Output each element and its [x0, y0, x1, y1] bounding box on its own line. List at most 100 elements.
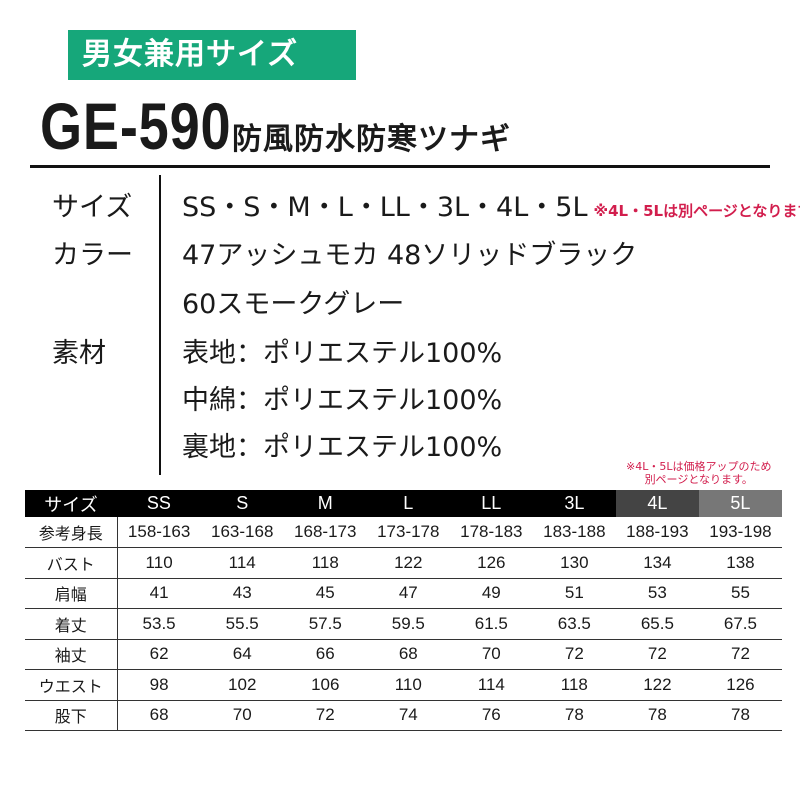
- header-cell: LL: [449, 490, 533, 517]
- table-cell: 61.5: [449, 608, 533, 640]
- header-cell: 5L: [698, 490, 782, 517]
- table-cell: 126: [449, 547, 533, 579]
- table-cell: 78: [698, 700, 782, 731]
- table-cell: 55.5: [200, 608, 284, 640]
- table-cell: 53.5: [117, 608, 201, 640]
- size-table: サイズ SS S M L LL 3L 4L 5L 参考身長 158-163 163-168 168-1…: [25, 490, 782, 731]
- table-cell: 72: [283, 700, 367, 731]
- table-cell: 72: [698, 639, 782, 670]
- table-cell: 110: [366, 669, 450, 701]
- header-cell: L: [366, 490, 450, 517]
- table-cell: 118: [283, 547, 367, 579]
- table-cell: 68: [366, 639, 450, 670]
- table-cell: 183-188: [532, 517, 616, 548]
- size-label: サイズ: [52, 192, 133, 223]
- header-cell: サイズ: [25, 490, 117, 517]
- table-cell: 114: [449, 669, 533, 701]
- model-number: GE-590: [40, 89, 232, 163]
- row-label: 股下: [25, 700, 118, 731]
- row-label: 肩幅: [25, 578, 118, 609]
- table-cell: 74: [366, 700, 450, 731]
- table-row: 袖丈 62 64 66 68 70 72 72 72: [25, 639, 782, 670]
- table-cell: 168-173: [283, 517, 367, 548]
- size-value: SS・S・M・L・LL・3L・4L・5L ※4L・5Lは別ページとなります。: [182, 185, 800, 224]
- table-cell: 122: [366, 547, 450, 579]
- table-cell: 68: [117, 700, 201, 731]
- table-cell: 51: [532, 578, 616, 609]
- table-cell: 126: [698, 669, 782, 701]
- table-cell: 45: [283, 578, 367, 609]
- table-cell: 72: [532, 639, 616, 670]
- table-cell: 63.5: [532, 608, 616, 640]
- table-cell: 106: [283, 669, 367, 701]
- product-description: 防風防水防寒ツナギ: [232, 122, 511, 157]
- color-value-1: 47アッシュモカ 48ソリッドブラック: [182, 240, 638, 271]
- table-cell: 158-163: [117, 517, 201, 548]
- table-cell: 78: [532, 700, 616, 731]
- table-cell: 173-178: [366, 517, 450, 548]
- table-cell: 78: [615, 700, 699, 731]
- header-cell: 3L: [532, 490, 616, 517]
- size-list: SS・S・M・L・LL・3L・4L・5L: [182, 192, 588, 223]
- color-value-2: 60スモークグレー: [182, 289, 405, 320]
- table-cell: 65.5: [615, 608, 699, 640]
- table-cell: 64: [200, 639, 284, 670]
- table-cell: 193-198: [698, 517, 782, 548]
- table-row: 参考身長 158-163 163-168 168-173 173-178 178-183 1…: [25, 517, 782, 548]
- table-cell: 49: [449, 578, 533, 609]
- table-cell: 138: [698, 547, 782, 579]
- table-cell: 110: [117, 547, 201, 579]
- table-cell: 98: [117, 669, 201, 701]
- table-cell: 134: [615, 547, 699, 579]
- table-cell: 70: [449, 639, 533, 670]
- table-cell: 43: [200, 578, 284, 609]
- table-note: ※4L・5Lは価格アップのため 別ページとなります。: [626, 460, 771, 486]
- header-cell: SS: [117, 490, 201, 517]
- material-lining: 裏地：ポリエステル100%: [182, 432, 503, 463]
- table-cell: 70: [200, 700, 284, 731]
- header-cell: S: [200, 490, 284, 517]
- material-padding: 中綿：ポリエステル100%: [182, 385, 503, 416]
- table-cell: 41: [117, 578, 201, 609]
- material-label: 素材: [52, 338, 106, 369]
- table-cell: 53: [615, 578, 699, 609]
- material-outer: 表地：ポリエステル100%: [182, 338, 503, 369]
- table-cell: 102: [200, 669, 284, 701]
- row-label: 参考身長: [25, 517, 118, 548]
- table-cell: 130: [532, 547, 616, 579]
- table-row: ウエスト 98 102 106 110 114 118 122 126: [25, 669, 782, 701]
- table-cell: 163-168: [200, 517, 284, 548]
- table-cell: 55: [698, 578, 782, 609]
- color-label: カラー: [52, 240, 133, 271]
- table-cell: 188-193: [615, 517, 699, 548]
- header-cell: M: [283, 490, 367, 517]
- spec-divider: [159, 175, 161, 475]
- table-row: 股下 68 70 72 74 76 78 78 78: [25, 700, 782, 731]
- table-header-row: サイズ SS S M L LL 3L 4L 5L: [25, 490, 782, 517]
- table-cell: 62: [117, 639, 201, 670]
- table-cell: 47: [366, 578, 450, 609]
- table-cell: 66: [283, 639, 367, 670]
- table-cell: 67.5: [698, 608, 782, 640]
- table-row: 肩幅 41 43 45 47 49 51 53 55: [25, 578, 782, 609]
- row-label: 袖丈: [25, 639, 118, 670]
- table-cell: 178-183: [449, 517, 533, 548]
- table-note-line: ※4L・5Lは価格アップのため: [626, 460, 772, 473]
- row-label: ウエスト: [25, 669, 118, 701]
- divider: [30, 165, 770, 168]
- size-note: ※4L・5Lは別ページとなります。: [593, 202, 800, 220]
- unisex-size-badge: 男女兼用サイズ: [68, 30, 356, 80]
- table-cell: 118: [532, 669, 616, 701]
- row-label: バスト: [25, 547, 118, 579]
- row-label: 着丈: [25, 608, 118, 640]
- table-note-line: 別ページとなります。: [644, 473, 753, 486]
- table-row: バスト 110 114 118 122 126 130 134 138: [25, 547, 782, 579]
- table-cell: 114: [200, 547, 284, 579]
- table-row: 着丈 53.5 55.5 57.5 59.5 61.5 63.5 65.5 67.5: [25, 608, 782, 640]
- table-cell: 122: [615, 669, 699, 701]
- header-cell: 4L: [615, 490, 699, 517]
- table-cell: 72: [615, 639, 699, 670]
- table-cell: 59.5: [366, 608, 450, 640]
- table-cell: 57.5: [283, 608, 367, 640]
- table-cell: 76: [449, 700, 533, 731]
